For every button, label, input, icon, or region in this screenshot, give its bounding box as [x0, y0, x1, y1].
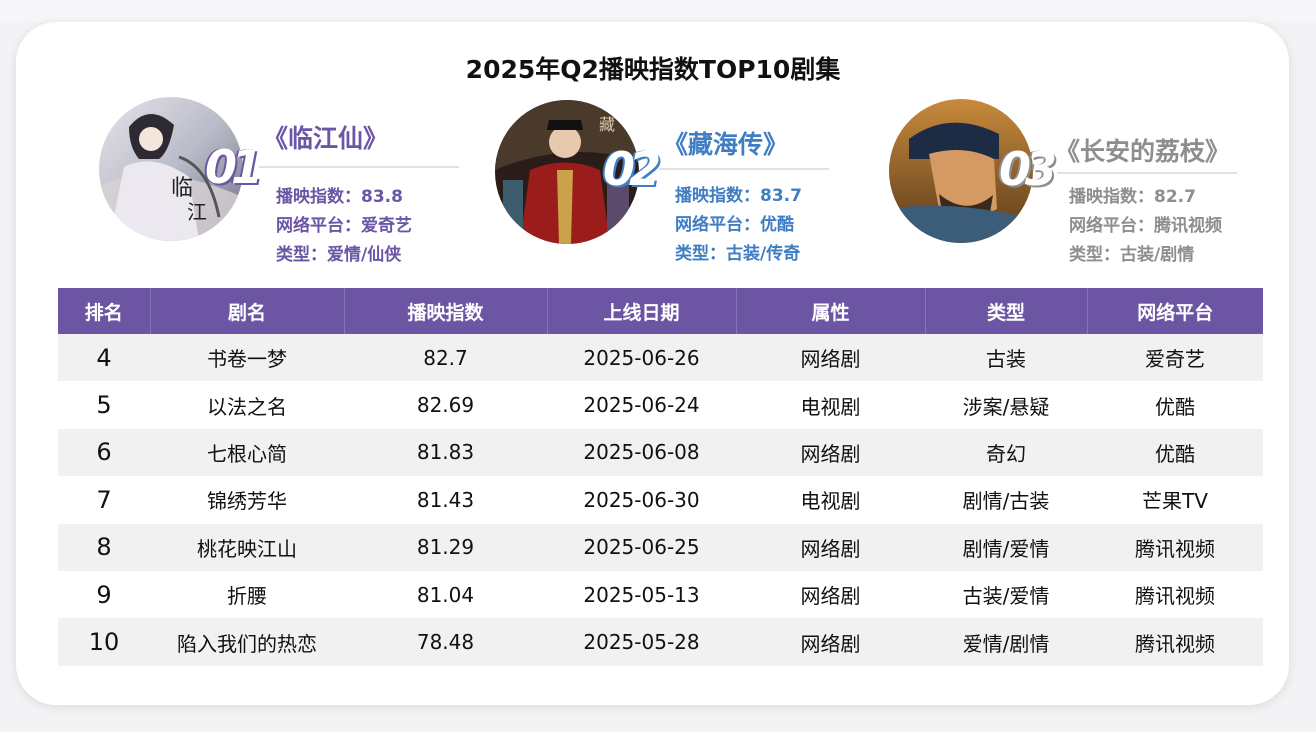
attribute-cell: 网络剧 — [736, 428, 925, 477]
rank-number-first: 01 — [205, 140, 263, 194]
col-header-index: 播映指数 — [344, 288, 548, 334]
name-cell: 以法之名 — [150, 381, 344, 429]
index-cell: 81.43 — [344, 476, 547, 524]
name-cell: 书卷一梦 — [150, 334, 344, 382]
page-title: 2025年Q2播映指数TOP10剧集 — [465, 55, 841, 84]
col-header-rank: 排名 — [58, 288, 151, 334]
table-row: 6 七根心简 81.83 2025-06-08 网络剧 奇幻 优酷 — [58, 428, 1263, 477]
date-cell: 2025-05-28 — [547, 618, 736, 666]
rank-cell: 10 — [58, 618, 150, 666]
date-cell: 2025-06-26 — [547, 334, 736, 382]
svg-text:藏: 藏 — [599, 115, 615, 134]
info-second: 播映指数：83.7 网络平台：优酷 类型：古装/传奇 — [675, 182, 802, 269]
attribute-cell: 网络剧 — [736, 523, 925, 571]
table-row: 4 书卷一梦 82.7 2025-06-26 网络剧 古装 爱奇艺 — [58, 334, 1263, 382]
table-row: 8 桃花映江山 81.29 2025-06-25 网络剧 剧情/爱情 腾讯视频 — [58, 523, 1263, 571]
genre-line: 类型：爱情/仙侠 — [276, 245, 402, 265]
genre-line: 类型：古装/剧情 — [1069, 245, 1195, 265]
divider-third — [1057, 172, 1237, 174]
name-cell: 七根心简 — [150, 428, 344, 477]
index-line: 播映指数：82.7 — [1069, 187, 1196, 207]
platform-cell: 优酷 — [1087, 381, 1263, 429]
platform-cell: 爱奇艺 — [1087, 334, 1263, 382]
genre-cell: 奇幻 — [925, 428, 1087, 477]
top-strip — [0, 0, 1316, 22]
podium-third: 03 《长安的荔枝》 播映指数：82.7 网络平台：腾讯视频 类型：古装/剧情 — [889, 95, 1289, 275]
index-cell: 81.29 — [344, 523, 547, 571]
index-line: 播映指数：83.7 — [675, 186, 802, 206]
podium-second: 藏 02 《藏海传》 播映指数：83.7 网络平台：优酷 类型：古装/传奇 — [495, 95, 875, 275]
platform-cell: 腾讯视频 — [1087, 570, 1263, 619]
drama-name-first: 《临江仙》 — [263, 124, 389, 153]
index-line: 播映指数：83.8 — [276, 187, 403, 207]
name-cell: 折腰 — [150, 570, 344, 619]
genre-cell: 古装/爱情 — [925, 570, 1087, 619]
name-cell: 桃花映江山 — [150, 523, 344, 571]
poster-image-first: 临 江 — [99, 97, 243, 241]
date-cell: 2025-06-08 — [547, 428, 736, 477]
date-cell: 2025-06-24 — [547, 381, 736, 429]
index-cell: 81.04 — [344, 570, 547, 619]
index-cell: 82.7 — [344, 334, 547, 382]
poster-image-third — [889, 99, 1033, 243]
index-cell: 81.83 — [344, 428, 547, 477]
platform-line: 网络平台：优酷 — [675, 215, 794, 235]
col-header-platform: 网络平台 — [1087, 288, 1263, 334]
rank-number-third: 03 — [999, 142, 1057, 196]
platform-line: 网络平台：腾讯视频 — [1069, 216, 1222, 236]
index-cell: 82.69 — [344, 381, 547, 429]
index-cell: 78.48 — [344, 618, 547, 666]
svg-text:江: 江 — [187, 200, 207, 224]
genre-cell: 剧情/爱情 — [925, 523, 1087, 571]
drama-name-second: 《藏海传》 — [663, 130, 789, 159]
attribute-cell: 网络剧 — [736, 570, 925, 619]
col-header-genre: 类型 — [925, 288, 1088, 334]
table-row: 9 折腰 81.04 2025-05-13 网络剧 古装/爱情 腾讯视频 — [58, 570, 1263, 619]
platform-cell: 腾讯视频 — [1087, 618, 1263, 666]
divider-first — [259, 166, 459, 168]
genre-cell: 涉案/悬疑 — [925, 381, 1087, 429]
date-cell: 2025-06-30 — [547, 476, 736, 524]
poster-image-second: 藏 — [495, 100, 639, 244]
col-header-date: 上线日期 — [547, 288, 737, 334]
name-cell: 陷入我们的热恋 — [150, 618, 344, 666]
table-header-row: 排名 剧名 播映指数 上线日期 属性 类型 网络平台 — [58, 288, 1263, 334]
table-row: 7 锦绣芳华 81.43 2025-06-30 电视剧 剧情/古装 芒果TV — [58, 476, 1263, 524]
table-row: 10 陷入我们的热恋 78.48 2025-05-28 网络剧 爱情/剧情 腾讯… — [58, 618, 1263, 666]
info-third: 播映指数：82.7 网络平台：腾讯视频 类型：古装/剧情 — [1069, 183, 1222, 270]
genre-cell: 古装 — [925, 334, 1087, 382]
name-cell: 锦绣芳华 — [150, 476, 344, 524]
platform-cell: 芒果TV — [1087, 476, 1263, 524]
rank-cell: 5 — [58, 381, 150, 429]
info-first: 播映指数：83.8 网络平台：爱奇艺 类型：爱情/仙侠 — [276, 183, 412, 270]
platform-cell: 腾讯视频 — [1087, 523, 1263, 571]
date-cell: 2025-06-25 — [547, 523, 736, 571]
rank-cell: 8 — [58, 523, 150, 571]
divider-second — [659, 168, 829, 170]
attribute-cell: 电视剧 — [736, 476, 925, 524]
genre-cell: 爱情/剧情 — [925, 618, 1087, 666]
rank-cell: 9 — [58, 570, 150, 619]
genre-cell: 剧情/古装 — [925, 476, 1087, 524]
col-header-name: 剧名 — [150, 288, 345, 334]
platform-cell: 优酷 — [1087, 428, 1263, 477]
drama-name-third: 《长安的荔枝》 — [1055, 137, 1231, 166]
rank-number-second: 02 — [603, 142, 661, 196]
platform-line: 网络平台：爱奇艺 — [276, 216, 412, 236]
rank-cell: 4 — [58, 334, 150, 382]
attribute-cell: 电视剧 — [736, 381, 925, 429]
attribute-cell: 网络剧 — [736, 618, 925, 666]
attribute-cell: 网络剧 — [736, 334, 925, 382]
table-row: 5 以法之名 82.69 2025-06-24 电视剧 涉案/悬疑 优酷 — [58, 381, 1263, 429]
date-cell: 2025-05-13 — [547, 570, 736, 619]
genre-line: 类型：古装/传奇 — [675, 244, 801, 264]
rank-cell: 7 — [58, 476, 150, 524]
ranking-table: 排名 剧名 播映指数 上线日期 属性 类型 网络平台 4 书卷一梦 82.7 2… — [58, 288, 1263, 666]
svg-text:临: 临 — [171, 176, 193, 201]
col-header-attribute: 属性 — [736, 288, 926, 334]
rank-cell: 6 — [58, 428, 150, 477]
podium-first: 临 江 01 《临江仙》 播映指数：83.8 网络平台：爱奇艺 类型：爱情/仙侠 — [99, 95, 479, 275]
